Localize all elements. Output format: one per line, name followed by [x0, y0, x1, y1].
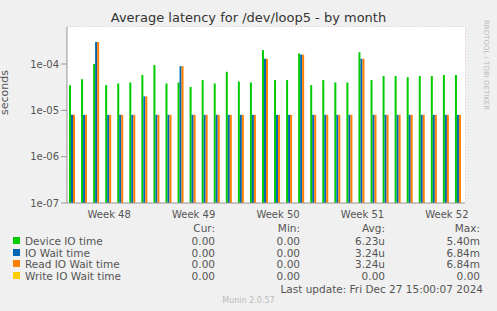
html-text:0.00: 0.00 — [191, 258, 215, 270]
html-text:Munin 2.0.57: Munin 2.0.57 — [222, 296, 275, 305]
html-text:0.00: 0.00 — [276, 269, 300, 282]
html-text:IO Wait time: IO Wait time — [25, 246, 90, 259]
html-text:0.00: 0.00 — [276, 258, 300, 270]
html-text:0.00: 0.00 — [276, 235, 300, 247]
svg-text:1e-05: 1e-05 — [30, 105, 59, 116]
html-text:0.00: 0.00 — [191, 246, 215, 259]
html-text:0.00: 0.00 — [361, 269, 385, 282]
html-text:Read IO Wait time: Read IO Wait time — [25, 258, 120, 270]
html-text:6.84m: 6.84m — [446, 258, 480, 270]
html-text:6.23u: 6.23u — [355, 235, 385, 247]
svg-text:Week 51: Week 51 — [341, 209, 384, 220]
html-text:Write IO Wait time: Write IO Wait time — [25, 269, 121, 282]
html-text:Min:: Min: — [277, 222, 300, 234]
svg-text:Week 52: Week 52 — [425, 209, 468, 220]
html-text:Device IO time: Device IO time — [25, 235, 103, 247]
svg-text:1e-07: 1e-07 — [30, 198, 59, 209]
html-text:Max:: Max: — [454, 222, 480, 234]
html-text:Average latency for /dev/loop5: Average latency for /dev/loop5 - by mont… — [110, 10, 387, 25]
html-text:5.40m: 5.40m — [446, 235, 480, 247]
html-text:RRDTOOL / TOBI OETIKER: RRDTOOL / TOBI OETIKER — [482, 20, 490, 111]
html-text:3.24u: 3.24u — [355, 258, 385, 270]
html-text:Cur:: Cur: — [193, 222, 215, 234]
svg-text:Week 49: Week 49 — [172, 209, 215, 220]
svg-text:Week 48: Week 48 — [88, 209, 131, 220]
html-text:3.24u: 3.24u — [355, 246, 385, 259]
svg-text:seconds: seconds — [8, 70, 11, 115]
html-text:0.00: 0.00 — [456, 269, 480, 282]
html-text:0.00: 0.00 — [191, 269, 215, 282]
html-text:6.84m: 6.84m — [446, 246, 480, 259]
html-text:0.00: 0.00 — [191, 235, 215, 247]
html-text:Avg:: Avg: — [362, 222, 385, 234]
html-text:0.00: 0.00 — [276, 246, 300, 259]
svg-text:Week 50: Week 50 — [256, 209, 299, 220]
html-text:Last update: Fri Dec 27 15:00:: Last update: Fri Dec 27 15:00:07 2024 — [280, 283, 483, 295]
svg-text:1e-06: 1e-06 — [30, 151, 59, 162]
svg-text:1e-04: 1e-04 — [30, 59, 59, 70]
